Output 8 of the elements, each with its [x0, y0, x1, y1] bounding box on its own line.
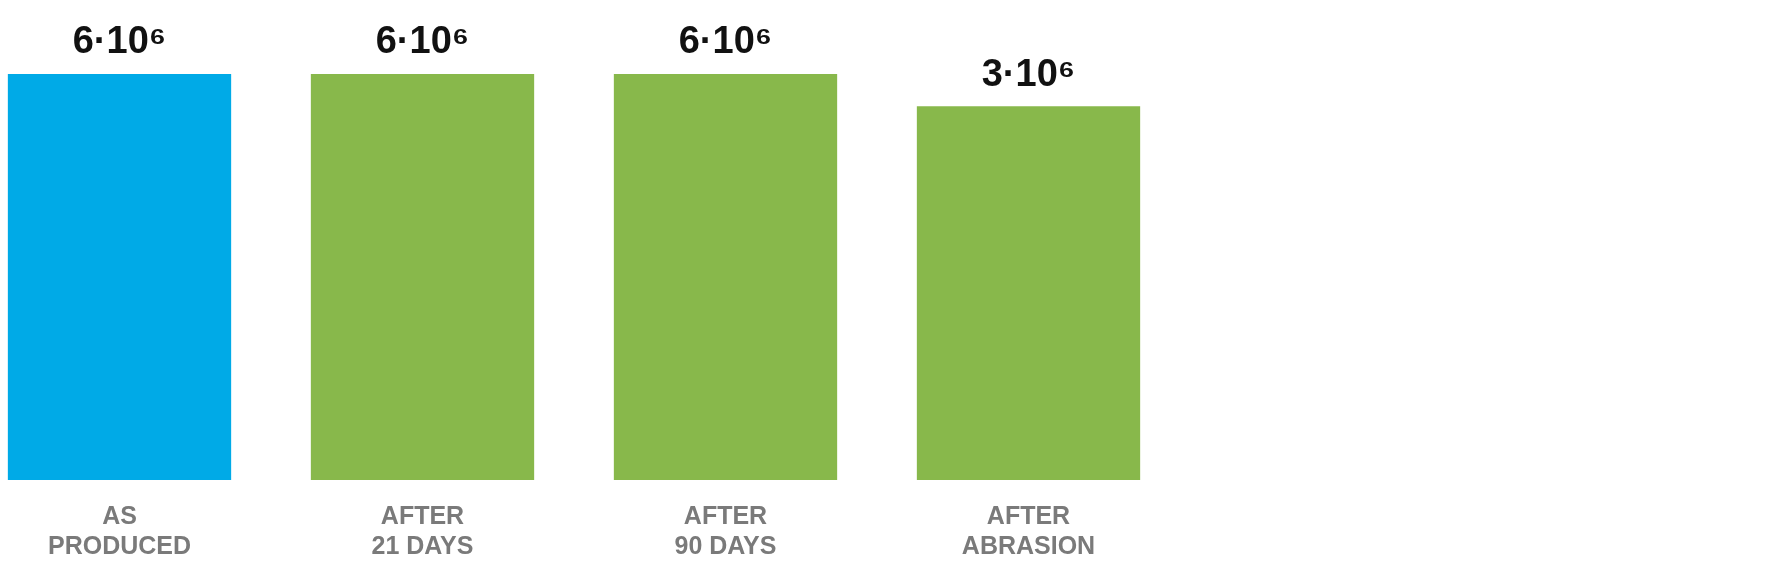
data-label: 6·10⁶ — [72, 19, 167, 62]
x-tick-label: AFTER 90 DAYS — [674, 500, 777, 559]
data-label: 3·10⁶ — [981, 51, 1076, 94]
data-label: 6·10⁶ — [375, 19, 470, 62]
x-tick-label: AS PRODUCED — [47, 500, 192, 559]
x-tick-label: AFTER ABRASION — [961, 500, 1096, 559]
x-tick-label: AFTER 21 DAYS — [371, 500, 474, 559]
data-label: 6·10⁶ — [678, 19, 773, 62]
